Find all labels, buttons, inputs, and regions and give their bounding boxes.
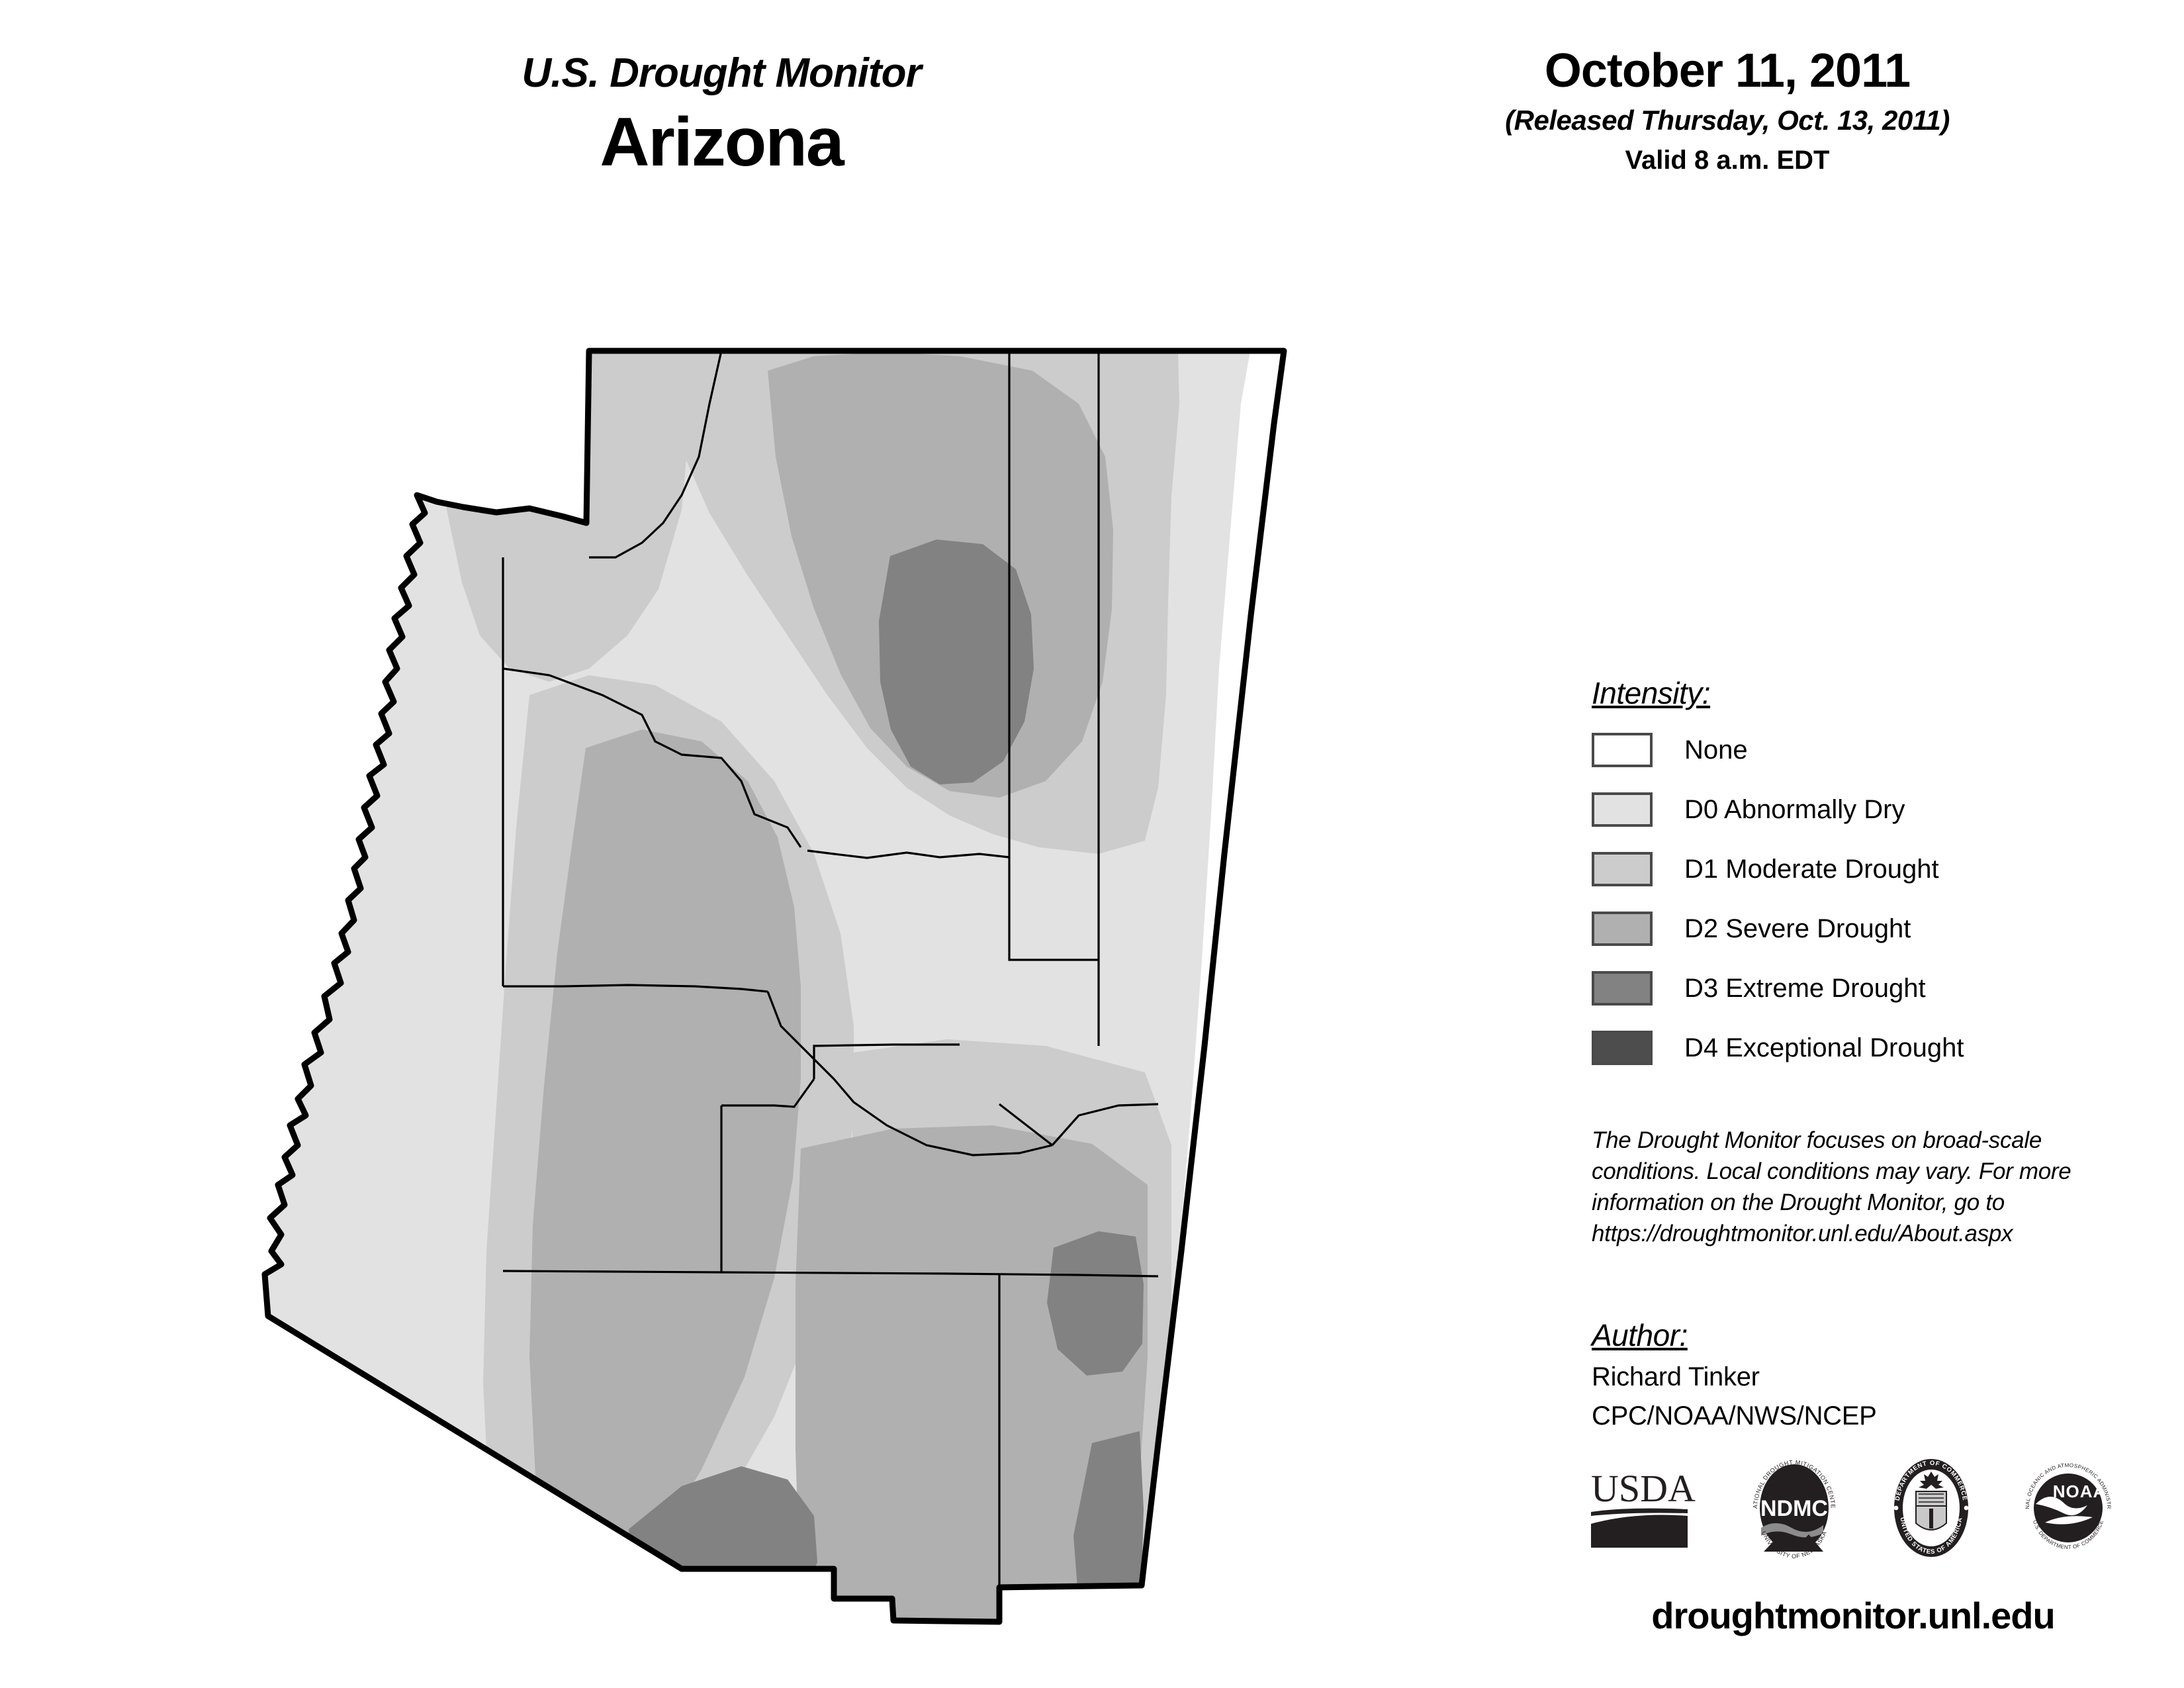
- legend-swatch-d2: [1592, 912, 1653, 946]
- agency-logos: USDA NDMC NATIONAL DROUGHT MITIGATION CE…: [1588, 1450, 2118, 1569]
- svg-text:NOAA: NOAA: [2053, 1481, 2107, 1501]
- arizona-state-outline: [261, 348, 1287, 1625]
- author-block: Author: Richard Tinker CPC/NOAA/NWS/NCEP: [1592, 1317, 2115, 1431]
- legend-item-d4[interactable]: D4 Exceptional Drought: [1592, 1025, 2095, 1071]
- legend-item-none[interactable]: None: [1592, 727, 2095, 773]
- title-block: U.S. Drought Monitor Arizona: [371, 53, 1072, 183]
- legend-title: Intensity:: [1592, 676, 1711, 710]
- ndmc-logo[interactable]: NDMC NATIONAL DROUGHT MITIGATION CENTER …: [1743, 1450, 1843, 1564]
- doc-seal-icon: DEPARTMENT OF COMMERCE UNITED STATES OF …: [1893, 1458, 1969, 1557]
- legend-label-d0: D0 Abnormally Dry: [1684, 794, 1905, 824]
- intensity-legend: Intensity: None D0 Abnormally Dry D1 Mod…: [1592, 675, 2095, 1084]
- category-d3-area-north-core: [879, 539, 1034, 784]
- author-heading: Author:: [1592, 1318, 1688, 1352]
- legend-label-d1: D1 Moderate Drought: [1684, 854, 1939, 884]
- legend-swatch-none: [1592, 733, 1653, 767]
- drought-monitor-title: U.S. Drought Monitor: [522, 50, 921, 96]
- arizona-drought-map[interactable]: [218, 324, 1383, 1642]
- release-date: (Released Thursday, Oct. 13, 2011): [1505, 104, 1950, 136]
- author-name: Richard Tinker: [1592, 1362, 1760, 1391]
- legend-label-none: None: [1684, 735, 1748, 765]
- category-d3-area-southeast-border: [1047, 1231, 1144, 1376]
- category-d3-area-east-lower: [1073, 1431, 1144, 1605]
- legend-swatch-d1: [1592, 852, 1653, 886]
- legend-item-d2[interactable]: D2 Severe Drought: [1592, 906, 2095, 952]
- svg-text:USDA: USDA: [1591, 1467, 1696, 1510]
- valid-date: October 11, 2011: [1544, 44, 1911, 97]
- usda-logo[interactable]: USDA: [1588, 1463, 1707, 1556]
- svg-text:NDMC: NDMC: [1760, 1496, 1828, 1521]
- legend-label-d3: D3 Extreme Drought: [1684, 973, 1926, 1003]
- valid-time: Valid 8 a.m. EDT: [1625, 145, 1830, 175]
- noaa-logo-icon: NOAA NATIONAL OCEANIC AND ATMOSPHERIC AD…: [2017, 1452, 2112, 1550]
- ndmc-logo-icon: NDMC NATIONAL DROUGHT MITIGATION CENTER …: [1743, 1450, 1837, 1560]
- legend-label-d4: D4 Exceptional Drought: [1684, 1033, 1964, 1062]
- legend-item-d0[interactable]: D0 Abnormally Dry: [1592, 786, 2095, 833]
- doc-seal-logo[interactable]: DEPARTMENT OF COMMERCE UNITED STATES OF …: [1882, 1454, 1981, 1565]
- category-d2-area-central: [529, 729, 801, 1592]
- drought-shading-layer: [265, 351, 1284, 1622]
- state-name-title: Arizona: [600, 104, 844, 181]
- usda-logo-icon: USDA: [1591, 1467, 1696, 1548]
- footer-url[interactable]: droughtmonitor.unl.edu: [1651, 1595, 2055, 1636]
- legend-swatch-d3: [1592, 971, 1653, 1006]
- legend-item-d1[interactable]: D1 Moderate Drought: [1592, 846, 2095, 892]
- legend-swatch-d0: [1592, 792, 1653, 827]
- legend-item-d3[interactable]: D3 Extreme Drought: [1592, 965, 2095, 1011]
- date-block: October 11, 2011 (Released Thursday, Oct…: [1443, 46, 2012, 175]
- map-svg: [261, 348, 1287, 1625]
- author-affiliation: CPC/NOAA/NWS/NCEP: [1592, 1401, 1877, 1430]
- legend-label-d2: D2 Severe Drought: [1684, 914, 1911, 943]
- noaa-logo[interactable]: NOAA NATIONAL OCEANIC AND ATMOSPHERIC AD…: [2017, 1452, 2118, 1562]
- disclaimer-note: The Drought Monitor focuses on broad-sca…: [1592, 1127, 2071, 1246]
- legend-swatch-d4: [1592, 1031, 1653, 1065]
